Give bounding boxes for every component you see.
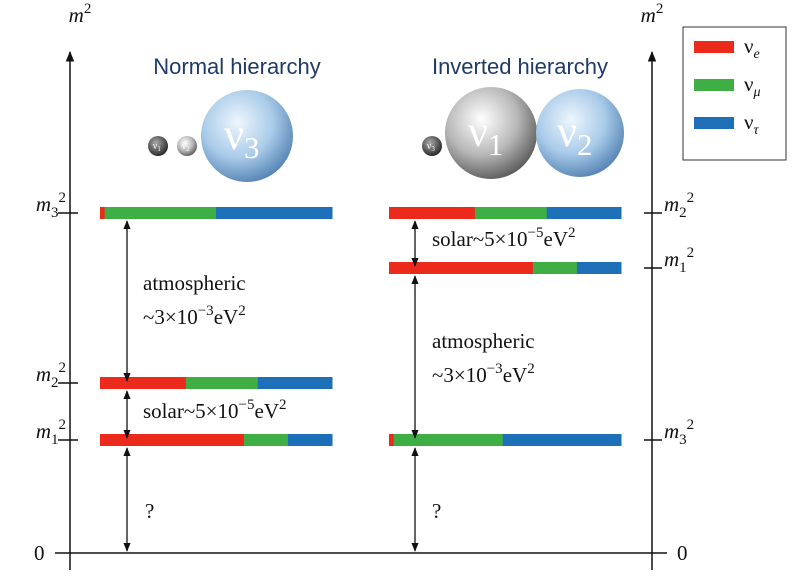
flavor-segment — [100, 207, 105, 219]
subscript: μ — [753, 85, 761, 100]
flavor-segment — [288, 434, 333, 446]
legend-swatch — [694, 117, 734, 129]
flavor-segment — [244, 434, 289, 446]
flavor-segment — [475, 207, 547, 219]
text-part: atmospheric — [143, 271, 246, 295]
flavor-segment — [547, 207, 622, 219]
label: ~3×10−3eV2 — [432, 361, 535, 387]
supscript: 2 — [279, 397, 287, 413]
text-part: m — [36, 419, 51, 443]
label: ? — [145, 499, 154, 523]
supscript: 2 — [59, 190, 67, 206]
text-part: ~3×10 — [143, 305, 198, 329]
label: ~3×10−3eV2 — [143, 303, 246, 329]
zero-label: 0 — [677, 541, 688, 565]
subscript: 2 — [577, 128, 592, 162]
symbol: ν — [557, 107, 577, 156]
text-part: ? — [145, 499, 154, 523]
subscript: 1 — [679, 260, 687, 276]
text-part: m — [36, 192, 51, 216]
text-part: m — [641, 3, 656, 27]
label: atmospheric — [432, 329, 535, 353]
label: m22 — [36, 360, 66, 391]
label: m12 — [36, 417, 66, 448]
supscript: 2 — [84, 1, 92, 17]
text-part: m — [664, 419, 679, 443]
symbol: ν — [744, 110, 754, 134]
label: m22 — [664, 190, 694, 221]
flavor-segment — [100, 377, 186, 389]
label: solar~5×10−5eV2 — [432, 225, 576, 251]
supscript: 2 — [59, 360, 67, 376]
subscript: 2 — [679, 205, 687, 221]
symbol: ν — [224, 110, 244, 159]
text-part: solar~5×10 — [432, 227, 528, 251]
text-part: eV — [503, 363, 528, 387]
supscript: 2 — [59, 417, 67, 433]
text-part: ~3×10 — [432, 363, 487, 387]
legend-swatch — [694, 79, 734, 91]
text-part: atmospheric — [432, 329, 535, 353]
supscript: 2 — [568, 225, 576, 241]
supscript: −5 — [528, 225, 544, 241]
subscript: 3 — [679, 432, 687, 448]
flavor-segment — [394, 434, 504, 446]
subscript: 3 — [51, 205, 59, 221]
text-part: m — [36, 362, 51, 386]
zero-label: 0 — [34, 541, 45, 565]
text-part: m — [69, 3, 84, 27]
flavor-segment — [389, 262, 533, 274]
text-part: solar~5×10 — [143, 399, 239, 423]
symbol: ν — [468, 107, 488, 156]
flavor-segment — [533, 262, 578, 274]
label: m2 — [641, 1, 664, 27]
hierarchy-title: Inverted hierarchy — [432, 54, 608, 79]
supscript: −3 — [198, 303, 214, 319]
supscript: −3 — [487, 361, 503, 377]
label: ? — [432, 499, 441, 523]
text-part: eV — [544, 227, 569, 251]
label: m32 — [36, 190, 66, 221]
label: m12 — [664, 245, 694, 276]
flavor-segment — [186, 377, 258, 389]
label: solar~5×10−5eV2 — [143, 397, 287, 423]
flavor-segment — [577, 262, 622, 274]
supscript: 2 — [687, 245, 695, 261]
label: atmospheric — [143, 271, 246, 295]
diagram: m2m200νeνμντNormal hierarchyν1ν2ν3m32m22… — [0, 0, 794, 581]
legend-swatch — [694, 41, 734, 53]
flavor-segment — [503, 434, 622, 446]
label: m2 — [69, 1, 92, 27]
supscript: 2 — [238, 303, 246, 319]
supscript: 2 — [687, 190, 695, 206]
flavor-segment — [389, 434, 394, 446]
symbol: ν — [744, 72, 754, 96]
symbol: ν — [744, 34, 754, 58]
supscript: 2 — [527, 361, 535, 377]
text-part: ? — [432, 499, 441, 523]
subscript: 1 — [488, 128, 503, 162]
subscript: 3 — [431, 145, 435, 153]
label: m32 — [664, 417, 694, 448]
flavor-segment — [100, 434, 244, 446]
subscript: 2 — [51, 375, 59, 391]
flavor-segment — [105, 207, 217, 219]
supscript: 2 — [687, 417, 695, 433]
text-part: m — [664, 192, 679, 216]
hierarchy-title: Normal hierarchy — [153, 54, 321, 79]
subscript: 3 — [244, 131, 259, 165]
flavor-segment — [258, 377, 333, 389]
text-part: eV — [255, 399, 280, 423]
subscript: 2 — [186, 145, 190, 153]
supscript: 2 — [656, 1, 664, 17]
subscript: e — [754, 47, 760, 62]
supscript: −5 — [239, 397, 255, 413]
flavor-segment — [216, 207, 333, 219]
text-part: eV — [214, 305, 239, 329]
flavor-segment — [389, 207, 475, 219]
subscript: 1 — [157, 145, 161, 153]
text-part: m — [664, 247, 679, 271]
subscript: 1 — [51, 432, 59, 448]
